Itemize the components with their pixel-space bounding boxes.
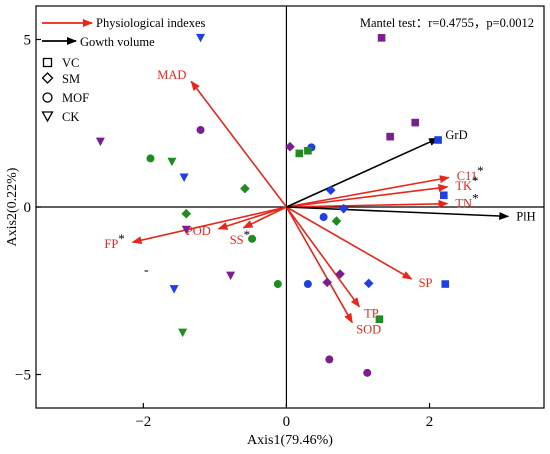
x-tick-label: 2 <box>426 414 434 430</box>
point-triangle-down <box>181 225 191 235</box>
y-tick-label: 5 <box>24 33 32 49</box>
point-square <box>295 149 304 158</box>
x-tick-label: 0 <box>283 414 291 430</box>
point-diamond <box>331 216 342 226</box>
point-square <box>440 191 448 200</box>
arrow-tn <box>286 199 449 208</box>
arrow-label-sp: SP <box>419 276 433 290</box>
point-diamond <box>335 269 345 279</box>
arrow-tp <box>285 206 361 308</box>
legend-label-vc: VC <box>62 56 79 70</box>
point-diamond <box>240 183 250 194</box>
point-triangle-down <box>179 173 189 183</box>
legend-label-sm: SM <box>62 72 80 86</box>
point-square <box>377 34 386 42</box>
point-square <box>386 132 394 141</box>
legend-label-growth: Gowth volume <box>80 35 155 49</box>
point-diamond <box>322 277 333 288</box>
arrow-label-tp: TP <box>364 306 379 320</box>
y-tick-label: −5 <box>15 368 31 384</box>
point-diamond <box>181 208 192 219</box>
legend-diamond-icon <box>41 72 54 84</box>
arrow-grd <box>286 137 440 208</box>
point-circle <box>273 280 282 289</box>
point-triangle-down <box>169 285 179 294</box>
legend-square-icon <box>42 57 53 68</box>
point-circle <box>363 368 372 377</box>
x-axis-label: Axis1(79.46%) <box>247 433 333 448</box>
arrow-c11 <box>286 175 450 208</box>
legend: Physiological indexes Gowth volume VC SM… <box>41 16 205 124</box>
arrow-label-mad: MAD <box>157 68 186 82</box>
point-circle <box>325 355 334 364</box>
legend-triangle-down-icon <box>41 111 54 123</box>
arrow-sod <box>285 206 353 324</box>
legend-label-physiological: Physiological indexes <box>96 16 205 30</box>
point-diamond <box>363 278 374 289</box>
point-circle <box>146 154 155 163</box>
point-square <box>441 280 450 288</box>
arrow-label-pod: POD <box>186 224 211 238</box>
arrow-fp <box>131 206 287 245</box>
y-tick-label: 0 <box>24 200 32 216</box>
point-triangle-down <box>95 137 105 147</box>
point-diamond <box>325 185 336 196</box>
point-circle <box>303 280 312 289</box>
point-square <box>375 315 384 324</box>
x-tick-label: −2 <box>135 414 151 430</box>
arrow-mad <box>190 80 288 208</box>
point-square <box>304 146 312 155</box>
point-triangle-down <box>167 157 177 167</box>
stray-dash-text: - <box>144 263 149 278</box>
legend-label-ck: CK <box>62 110 79 124</box>
arrow-tk <box>286 184 449 208</box>
y-axis-label: Axis2(0.22%) <box>5 167 20 246</box>
arrow-label-fp: FP* <box>104 231 124 251</box>
arrow-label-plh: PlH <box>516 210 535 224</box>
axis-ticks: −2 0 2 −5 0 5 <box>15 33 433 431</box>
arrow-label-sod: SOD <box>356 323 381 337</box>
point-diamond <box>338 203 349 214</box>
point-triangle-down <box>196 33 206 43</box>
arrow-label-grd: GrD <box>445 128 467 142</box>
point-triangle-down <box>226 271 236 281</box>
point-circle <box>248 234 257 243</box>
point-diamond <box>285 141 295 152</box>
point-square <box>411 118 420 127</box>
sample-points <box>95 33 450 377</box>
legend-label-mof: MOF <box>62 91 89 105</box>
point-circle <box>319 213 328 222</box>
arrow-ss <box>242 206 287 229</box>
arrow-sp <box>286 206 413 280</box>
point-square <box>434 136 442 144</box>
point-circle <box>196 125 205 134</box>
arrow-label-ss: SS* <box>230 227 250 247</box>
legend-circle-icon <box>42 92 53 103</box>
point-triangle-down <box>178 328 188 338</box>
arrow-plh <box>286 206 510 220</box>
mantel-test-annotation: Mantel test：r=0.4755，p=0.0012 <box>360 16 534 30</box>
arrow-pod <box>217 206 287 230</box>
